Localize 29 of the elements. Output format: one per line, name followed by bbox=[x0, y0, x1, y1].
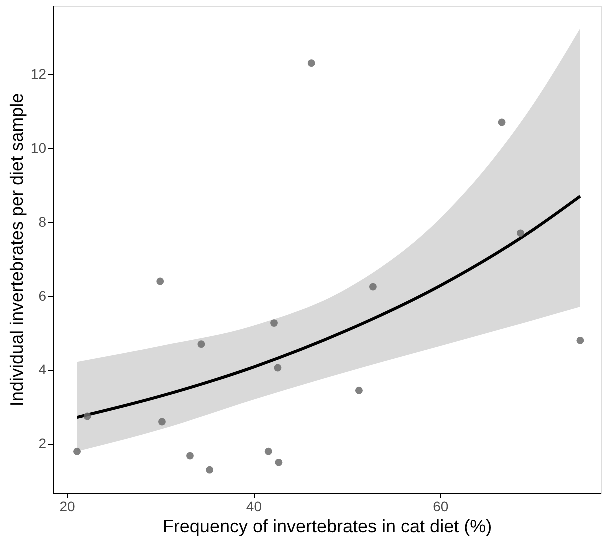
x-axis-title: Frequency of invertebrates in cat diet (%) bbox=[162, 516, 492, 536]
point bbox=[206, 466, 214, 474]
point bbox=[370, 283, 377, 291]
point bbox=[270, 320, 278, 327]
point bbox=[198, 340, 206, 348]
y-tick-label: 12 bbox=[30, 66, 47, 82]
y-tick-label: 4 bbox=[38, 362, 47, 378]
point bbox=[186, 452, 194, 460]
point bbox=[74, 448, 81, 456]
x-tick-label: 40 bbox=[246, 498, 262, 514]
point bbox=[517, 230, 524, 238]
y-tick-label: 10 bbox=[30, 140, 47, 156]
x-tick-label: 20 bbox=[60, 498, 76, 514]
point bbox=[264, 448, 272, 456]
line-series bbox=[76, 194, 582, 420]
point bbox=[84, 412, 92, 420]
point bbox=[274, 364, 282, 372]
point bbox=[308, 60, 316, 68]
y-tick-label: 6 bbox=[38, 288, 47, 304]
point bbox=[158, 418, 166, 426]
point bbox=[356, 386, 363, 394]
point bbox=[498, 118, 506, 126]
y-axis-title: Individual invertebrates per diet sample bbox=[6, 93, 27, 407]
point bbox=[275, 458, 283, 466]
point bbox=[576, 336, 584, 344]
point bbox=[156, 278, 164, 286]
x-tick-label: 60 bbox=[433, 498, 449, 514]
y-tick-label: 2 bbox=[38, 436, 47, 452]
y-tick-label: 8 bbox=[38, 214, 47, 230]
